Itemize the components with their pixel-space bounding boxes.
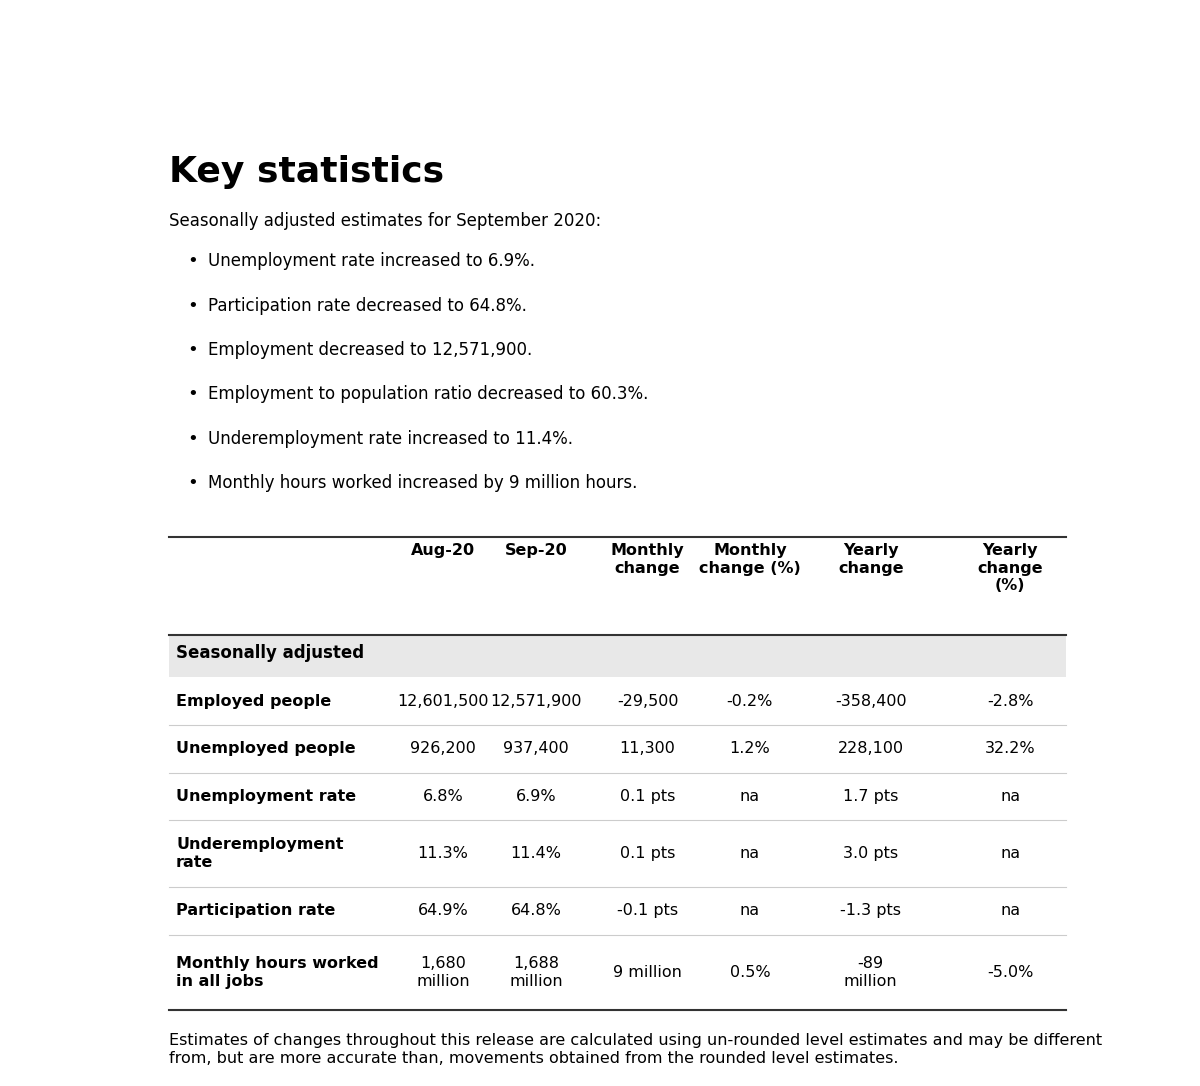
Text: 12,601,500: 12,601,500 [397, 694, 488, 708]
Text: Sep-20: Sep-20 [504, 543, 568, 558]
Text: 1,680
million: 1,680 million [416, 956, 469, 988]
Text: Unemployment rate: Unemployment rate [176, 788, 356, 804]
Text: 64.8%: 64.8% [510, 904, 562, 919]
Text: 228,100: 228,100 [838, 742, 904, 756]
Text: 64.9%: 64.9% [418, 904, 468, 919]
Text: Monthly hours worked increased by 9 million hours.: Monthly hours worked increased by 9 mill… [208, 473, 637, 492]
Text: 937,400: 937,400 [503, 742, 569, 756]
Text: 32.2%: 32.2% [985, 742, 1036, 756]
Text: Monthly
change (%): Monthly change (%) [698, 543, 800, 576]
Text: Unemployment rate increased to 6.9%.: Unemployment rate increased to 6.9%. [208, 252, 535, 270]
Text: Participation rate decreased to 64.8%.: Participation rate decreased to 64.8%. [208, 296, 527, 315]
FancyBboxPatch shape [168, 635, 1066, 678]
Text: 11.3%: 11.3% [418, 846, 468, 861]
Text: •: • [187, 341, 198, 359]
Text: Employed people: Employed people [176, 694, 331, 708]
Text: 11.4%: 11.4% [510, 846, 562, 861]
Text: na: na [739, 788, 760, 804]
Text: •: • [187, 430, 198, 447]
Text: na: na [739, 846, 760, 861]
Text: -2.8%: -2.8% [986, 694, 1033, 708]
Text: 3.0 pts: 3.0 pts [844, 846, 899, 861]
Text: -0.1 pts: -0.1 pts [617, 904, 678, 919]
Text: 9 million: 9 million [613, 964, 682, 980]
Text: 926,200: 926,200 [410, 742, 476, 756]
Text: Employment decreased to 12,571,900.: Employment decreased to 12,571,900. [208, 341, 532, 359]
Text: -89
million: -89 million [844, 956, 898, 988]
Text: -1.3 pts: -1.3 pts [840, 904, 901, 919]
Text: Yearly
change: Yearly change [838, 543, 904, 576]
Text: -5.0%: -5.0% [988, 964, 1033, 980]
Text: 0.1 pts: 0.1 pts [620, 788, 676, 804]
Text: Employment to population ratio decreased to 60.3%.: Employment to population ratio decreased… [208, 386, 648, 403]
Text: •: • [187, 252, 198, 270]
Text: Key statistics: Key statistics [168, 155, 444, 189]
Text: Aug-20: Aug-20 [410, 543, 475, 558]
Text: 6.8%: 6.8% [422, 788, 463, 804]
Text: na: na [1000, 788, 1020, 804]
Text: 1.7 pts: 1.7 pts [844, 788, 899, 804]
Text: Unemployed people: Unemployed people [176, 742, 355, 756]
Text: 1.2%: 1.2% [730, 742, 770, 756]
Text: -0.2%: -0.2% [727, 694, 773, 708]
Text: Participation rate: Participation rate [176, 904, 336, 919]
Text: -358,400: -358,400 [835, 694, 906, 708]
Text: •: • [187, 296, 198, 315]
Text: 0.1 pts: 0.1 pts [620, 846, 676, 861]
Text: 11,300: 11,300 [619, 742, 676, 756]
Text: na: na [739, 904, 760, 919]
Text: na: na [1000, 904, 1020, 919]
Text: 0.5%: 0.5% [730, 964, 770, 980]
Text: 12,571,900: 12,571,900 [491, 694, 582, 708]
Text: Monthly hours worked
in all jobs: Monthly hours worked in all jobs [176, 956, 379, 988]
Text: Seasonally adjusted: Seasonally adjusted [176, 644, 364, 661]
Text: Estimates of changes throughout this release are calculated using un-rounded lev: Estimates of changes throughout this rel… [168, 1034, 1102, 1065]
Text: na: na [1000, 846, 1020, 861]
Text: •: • [187, 473, 198, 492]
Text: 1,688
million: 1,688 million [509, 956, 563, 988]
Text: Seasonally adjusted estimates for September 2020:: Seasonally adjusted estimates for Septem… [168, 212, 601, 230]
Text: Underemployment
rate: Underemployment rate [176, 837, 343, 870]
Text: -29,500: -29,500 [617, 694, 678, 708]
Text: •: • [187, 386, 198, 403]
Text: Yearly
change
(%): Yearly change (%) [978, 543, 1043, 593]
Text: 6.9%: 6.9% [516, 788, 557, 804]
Text: Underemployment rate increased to 11.4%.: Underemployment rate increased to 11.4%. [208, 430, 572, 447]
Text: Monthly
change: Monthly change [611, 543, 684, 576]
